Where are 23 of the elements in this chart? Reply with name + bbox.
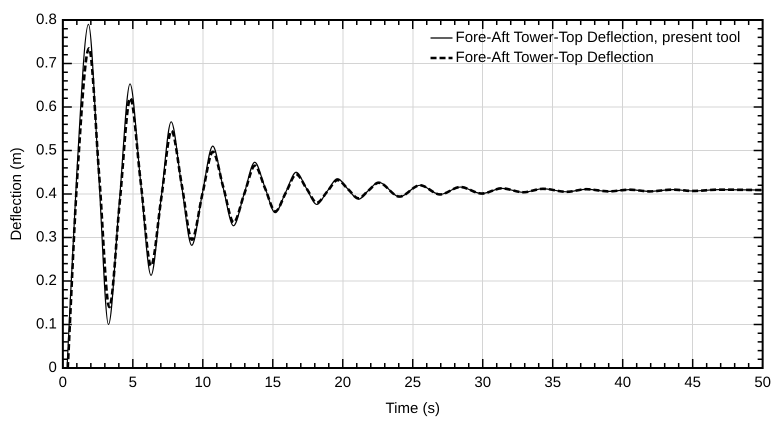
y-tick-label: 0.7: [36, 54, 57, 72]
y-tick-label: 0.2: [36, 272, 57, 290]
y-tick-label: 0.1: [36, 316, 57, 333]
legend-label: Fore-Aft Tower-Top Deflection, present tool: [456, 29, 740, 46]
y-tick-label: 0.6: [36, 98, 57, 116]
y-tick-label: 0.5: [36, 142, 57, 159]
x-tick-label: 40: [614, 374, 632, 392]
y-tick-label: 0.3: [36, 228, 57, 246]
x-axis-title: Time (s): [386, 400, 440, 418]
x-tick-label: 15: [264, 374, 282, 392]
y-tick-label: 0.8: [36, 11, 57, 28]
x-tick-label: 35: [544, 374, 562, 392]
x-tick-label: 45: [684, 374, 702, 392]
y-axis-title: Deflection (m): [8, 147, 26, 241]
y-tick-label: 0: [48, 359, 57, 376]
x-tick-label: 50: [754, 374, 771, 392]
x-tick-label: 30: [474, 374, 492, 392]
x-tick-label: 25: [404, 374, 422, 392]
x-tick-label: 10: [194, 374, 212, 392]
y-tick-label: 0.4: [36, 185, 57, 202]
x-tick-label: 5: [128, 374, 138, 392]
x-tick-label: 20: [334, 374, 352, 392]
legend-label: Fore-Aft Tower-Top Deflection: [456, 49, 654, 66]
